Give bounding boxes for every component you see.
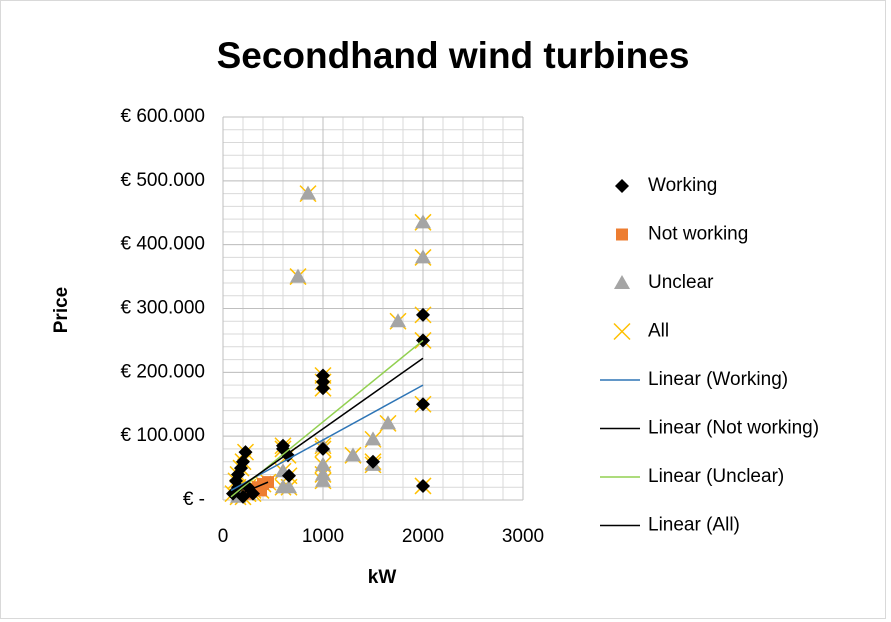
x-axis-label: kW xyxy=(368,567,397,588)
point xyxy=(290,268,306,283)
point xyxy=(238,445,253,460)
point xyxy=(282,468,296,483)
legend-label: All xyxy=(648,321,669,342)
point xyxy=(316,381,330,396)
point xyxy=(365,431,381,446)
trendline xyxy=(230,384,424,492)
y-tick-label: € 600.000 xyxy=(120,106,205,127)
point xyxy=(236,489,250,504)
legend-marker xyxy=(613,322,631,341)
x-tick-label: 1000 xyxy=(302,526,344,547)
y-tick-label: € 300.000 xyxy=(120,298,205,319)
point xyxy=(416,307,430,322)
point xyxy=(315,456,331,471)
point xyxy=(390,313,406,328)
legend-label: Linear (All) xyxy=(648,515,740,536)
y-tick-label: € - xyxy=(183,489,205,510)
legend-marker xyxy=(616,228,628,241)
chart-title: Secondhand wind turbines xyxy=(217,35,690,76)
point xyxy=(380,415,396,430)
x-tick-label: 3000 xyxy=(502,526,544,547)
trendline xyxy=(237,481,269,496)
point xyxy=(281,479,297,494)
legend-label: Working xyxy=(648,175,717,196)
point xyxy=(366,454,380,469)
legend-label: Linear (Not working) xyxy=(648,418,819,439)
legend-label: Not working xyxy=(648,224,748,245)
legend-marker xyxy=(615,179,629,193)
trendline xyxy=(230,357,424,495)
legend-label: Linear (Unclear) xyxy=(648,466,784,487)
y-tick-label: € 100.000 xyxy=(120,425,205,446)
point xyxy=(415,214,431,229)
y-axis-label: Price xyxy=(51,287,72,333)
point xyxy=(316,441,330,456)
y-tick-label: € 200.000 xyxy=(120,361,205,382)
x-tick-label: 2000 xyxy=(402,526,444,547)
point xyxy=(415,249,431,264)
legend-label: Unclear xyxy=(648,272,714,293)
point xyxy=(345,447,361,462)
legend-marker xyxy=(614,275,630,289)
y-tick-label: € 400.000 xyxy=(120,234,205,255)
point xyxy=(416,397,430,412)
x-tick-label: 0 xyxy=(218,526,229,547)
point xyxy=(315,472,331,487)
y-tick-label: € 500.000 xyxy=(120,170,205,191)
point xyxy=(416,478,430,493)
point xyxy=(300,185,316,200)
legend-label: Linear (Working) xyxy=(648,369,788,390)
